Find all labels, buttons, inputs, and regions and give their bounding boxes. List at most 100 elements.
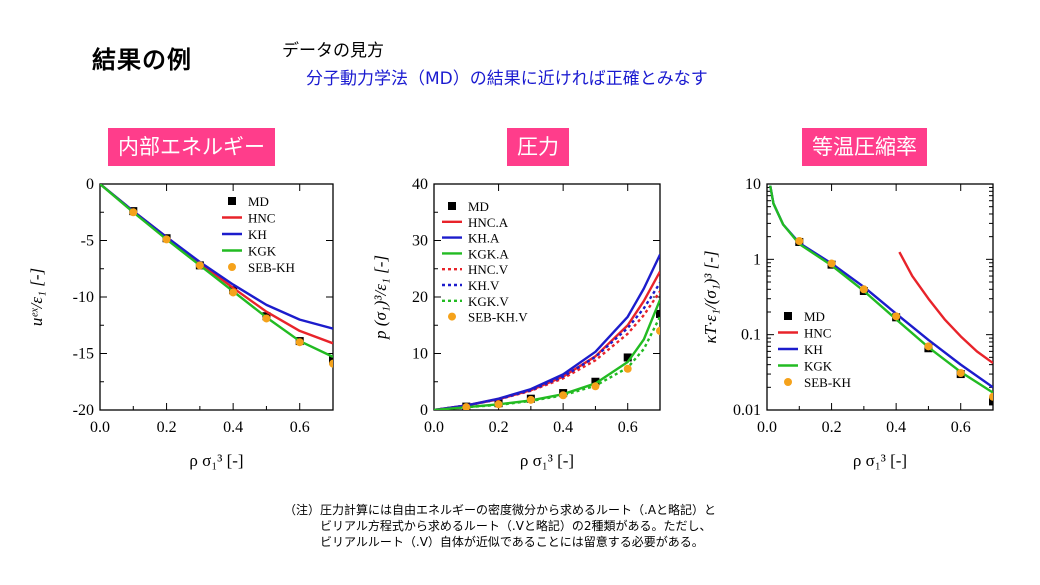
legend-label: KGK (248, 244, 277, 259)
plot-area (434, 254, 660, 410)
intro-heading: データの見方 (282, 41, 384, 61)
x-tick-label: 0.6 (951, 419, 971, 436)
x-axis-label: ρ σ₁³ [-] (853, 451, 907, 470)
series-kh-line (100, 184, 333, 330)
legend-label: HNC (804, 326, 831, 341)
badge-compressibility: 等温圧縮率 (802, 128, 927, 166)
plot-area (100, 184, 333, 368)
x-axis-label: ρ σ₁³ [-] (189, 451, 243, 470)
x-axis-label: ρ σ₁³ [-] (520, 451, 574, 470)
legend-label: SEB-KH.V (468, 310, 528, 325)
series-hnc-line (898, 251, 993, 365)
y-tick-label: 0.1 (741, 327, 761, 344)
legend-label: KH.V (468, 278, 500, 293)
charts-canvas: 0.0 0.2 0.4 0.6 0 -5 -10 -15 -20 ρ σ₁³ [-] uᵉˣ/ε₁ … (27, 176, 994, 470)
plot-area (769, 185, 993, 406)
series-seb-kh-point (195, 261, 204, 270)
series-kgk-line (769, 185, 993, 394)
legend-label: MD (804, 309, 825, 324)
note-line-3: ビリアルルート（.V）自体が近似であることには留意する必要がある。 (320, 535, 704, 549)
legend-swatch (784, 378, 792, 386)
series-seb-kh-point (162, 235, 171, 244)
legend-label: KGK.V (468, 294, 509, 309)
series-kh-line (769, 185, 993, 389)
y-tick-label: 20 (412, 289, 428, 306)
series-seb-kh-point (892, 312, 901, 321)
series-seb-kh-point (827, 259, 836, 268)
series-seb-kh-point (295, 338, 304, 347)
series-seb-kh-point (229, 288, 238, 297)
y-tick-label: 10 (412, 346, 428, 363)
notes: （注）圧力計算には自由エネルギーの密度微分から求めるルート（.Aと略記）と ビリ… (284, 502, 716, 550)
note-line-2: ビリアル方程式から求めるルート（.Vと略記）の2種類がある。ただし、 (320, 519, 712, 533)
plot-frame (766, 183, 994, 411)
y-tick-label: 30 (412, 233, 428, 250)
legend-label: HNC (248, 211, 275, 226)
series-seb-kh-v-point (559, 391, 568, 400)
series-seb-kh-point (129, 208, 138, 217)
y-tick-label: 10 (745, 176, 761, 193)
y-tick-label: 0 (420, 402, 428, 419)
x-tick-label: 0.2 (157, 419, 177, 436)
series-seb-kh-point (924, 342, 933, 351)
x-tick-label: 0.4 (553, 419, 573, 436)
legend-label: KGK (804, 359, 833, 374)
x-tick-label: 0.0 (424, 419, 444, 436)
plot-frame (99, 183, 334, 411)
y-tick-label: 0 (86, 176, 94, 193)
legend-swatch (228, 263, 236, 271)
x-tick-label: 0.6 (618, 419, 638, 436)
x-tick-label: 0.2 (822, 419, 842, 436)
series-seb-kh-v-point (462, 403, 471, 410)
y-axis-label: κT·ε₁/(σ₁)³ [-] (701, 250, 720, 343)
series-kgk-line (100, 184, 333, 358)
chart-1: 0.0 0.2 0.4 0.6 0 -5 -10 -15 -20 ρ σ₁³ [-] uᵉˣ/ε₁ … (27, 176, 334, 470)
series-seb-kh-point (795, 237, 804, 246)
series-seb-kh-point (859, 285, 868, 294)
series-seb-kh-v-point (623, 364, 632, 373)
legend-label: KH.A (468, 231, 500, 246)
y-axis-label: uᵉˣ/ε₁ [-] (27, 268, 46, 326)
x-tick-label: 0.4 (223, 419, 243, 436)
slide-title: 結果の例 (92, 46, 192, 74)
y-axis-label: p (σ₁)³/ε₁ [-] (371, 255, 390, 340)
chart-3: 0.0 0.2 0.4 0.6 10 1 0.1 0.01 ρ σ₁³ [-] κT·ε₁/(σ₁… (701, 176, 994, 470)
chart-2: 0.0 0.2 0.4 0.6 0 10 20 30 40 ρ σ₁³ [-] p (σ₁)³/ε₁… (371, 176, 661, 470)
legend-label: HNC.A (468, 215, 509, 230)
y-tick-label: -20 (73, 402, 94, 419)
badge-pressure: 圧力 (507, 128, 569, 166)
y-tick-label: 0.01 (733, 402, 761, 419)
x-tick-label: 0.0 (757, 419, 777, 436)
legend-label: HNC.V (468, 262, 509, 277)
series-md-point (656, 309, 660, 318)
series-md-point (623, 353, 632, 362)
y-tick-label: -15 (73, 346, 94, 363)
badge-internal-energy: 内部エネルギー (108, 128, 275, 166)
legend-label: KH (804, 342, 823, 357)
series-seb-kh-point (329, 359, 333, 368)
x-tick-label: 0.6 (290, 419, 310, 436)
legend-swatch (448, 202, 456, 210)
legend-swatch (228, 197, 236, 205)
legend-label: KGK.A (468, 246, 509, 261)
x-tick-label: 0.4 (886, 419, 906, 436)
series-seb-kh-v-point (656, 326, 660, 335)
series-seb-kh-point (989, 392, 993, 401)
series-seb-kh-v-point (526, 395, 535, 404)
y-tick-label: 40 (412, 176, 428, 193)
y-tick-label: -5 (81, 233, 94, 250)
series-seb-kh-v-point (494, 400, 503, 409)
series-seb-kh-point (262, 314, 271, 323)
legend-label: MD (248, 194, 269, 209)
x-tick-label: 0.2 (489, 419, 509, 436)
series-kh-v-line (434, 282, 660, 410)
legend-label: KH (248, 227, 267, 242)
legend-label: SEB-KH (804, 375, 851, 390)
x-tick-label: 0.0 (90, 419, 110, 436)
legend-swatch (448, 312, 456, 321)
note-line-1: （注）圧力計算には自由エネルギーの密度微分から求めるルート（.Aと略記）と (284, 503, 717, 517)
series-kgk-v-line (434, 316, 660, 410)
y-tick-label: 1 (753, 251, 761, 268)
